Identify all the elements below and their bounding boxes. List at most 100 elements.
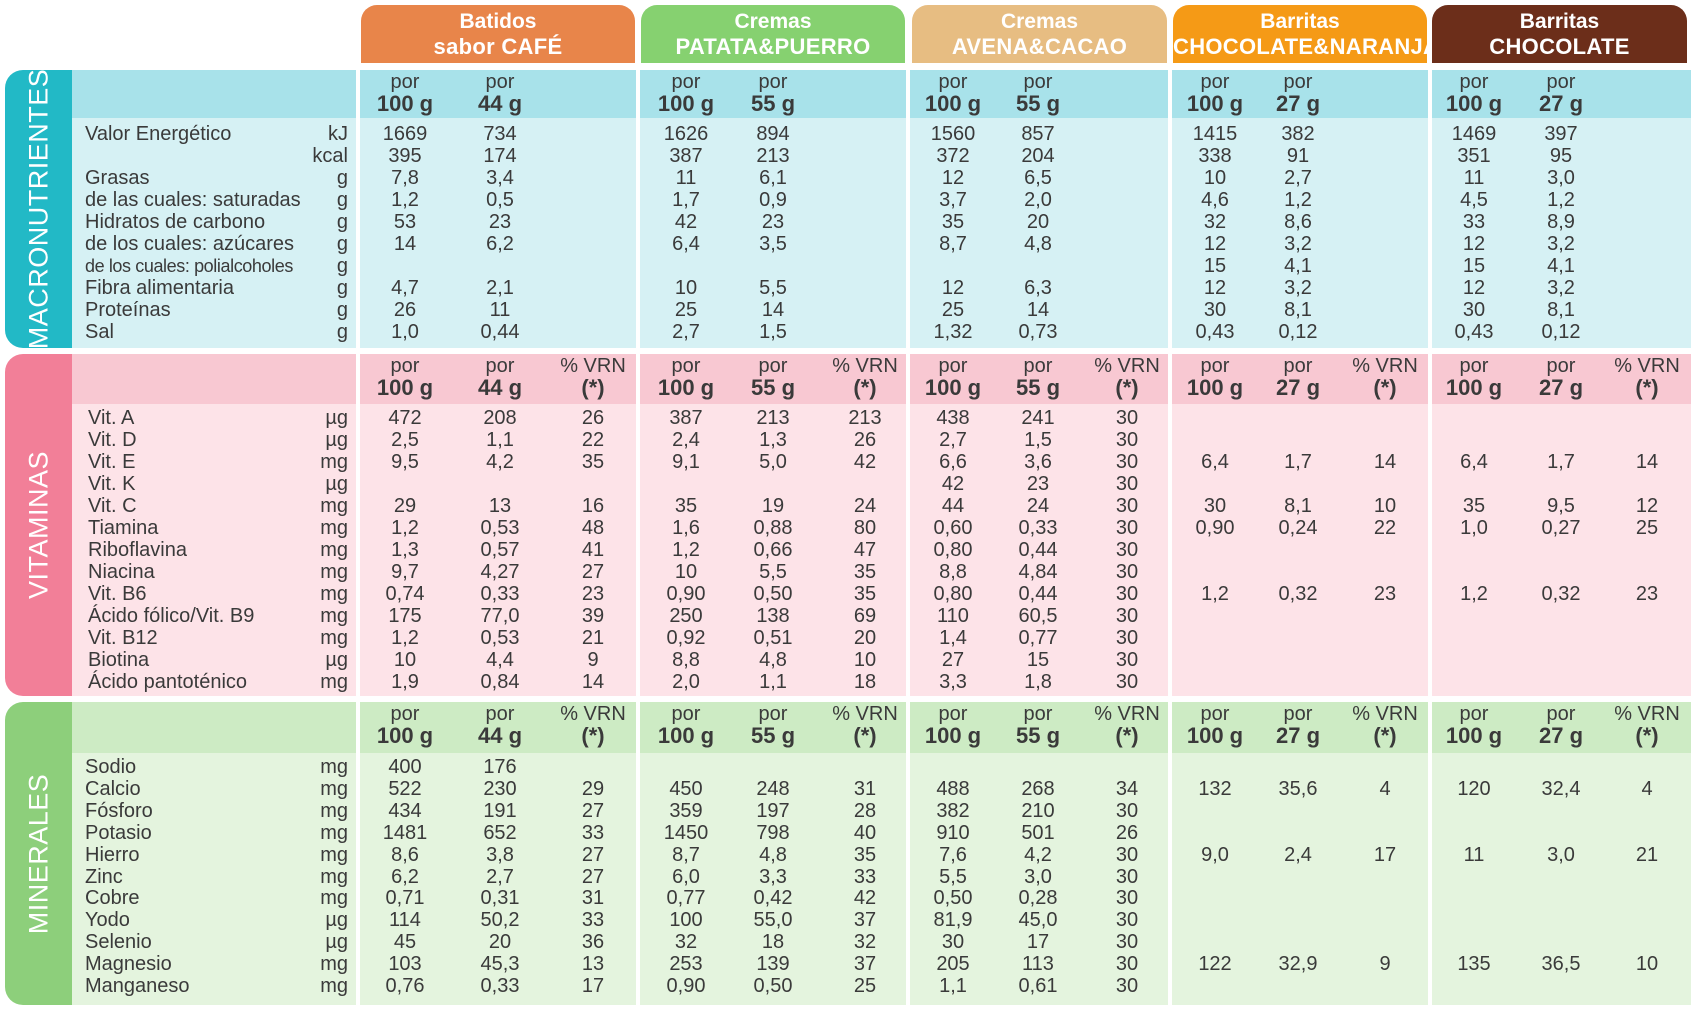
nutrient-value: 0,33 bbox=[1018, 517, 1058, 539]
col-head-vrn: % VRN (*) bbox=[1602, 356, 1691, 400]
nutrient-value: 30 bbox=[1115, 799, 1139, 822]
nutrient-value: 338 bbox=[1198, 145, 1232, 167]
col-head-portion-size: 44 g bbox=[477, 375, 523, 400]
col-head-por: por bbox=[1200, 703, 1230, 725]
nutrient-value: 1,7 bbox=[1547, 451, 1575, 473]
nutrient-value: 11 bbox=[1463, 843, 1485, 866]
col-head-por: por bbox=[758, 703, 788, 725]
nutrient-value: 0,53 bbox=[480, 627, 520, 649]
nutrient-value: 30 bbox=[1115, 909, 1139, 932]
nutrient-value: 12 bbox=[1462, 233, 1486, 255]
nutrient-value: 36 bbox=[581, 931, 605, 954]
col-head-100g: 100 g bbox=[924, 723, 982, 748]
product-flavor: sabor CAFÉ bbox=[433, 34, 563, 59]
nutrient-value: 1,9 bbox=[391, 671, 419, 693]
nutrient-value: 30 bbox=[1115, 473, 1139, 495]
nutrient-value: 6,5 bbox=[1024, 167, 1052, 189]
nutrient-value: 250 bbox=[669, 605, 703, 627]
column-group-divider bbox=[1168, 68, 1172, 1008]
nutrient-value: 4,5 bbox=[1460, 189, 1488, 211]
nutrient-value: 5,0 bbox=[759, 451, 787, 473]
nutrient-value: 0,84 bbox=[480, 671, 520, 693]
col-head-portion-size: 55 g bbox=[1015, 91, 1061, 116]
nutrient-unit: mg bbox=[320, 865, 348, 888]
col-head-por: por bbox=[485, 71, 515, 93]
nutrient-value: 268 bbox=[1021, 777, 1055, 800]
col-head-vrn-note: (*) bbox=[1115, 375, 1139, 400]
col-head-vrn: % VRN (*) bbox=[1340, 704, 1430, 747]
min-section-label: MINERALES bbox=[5, 702, 72, 1005]
col-head-per100: por 100 g bbox=[908, 72, 998, 115]
col-head-portion: por 55 g bbox=[993, 356, 1083, 399]
product-flavor: PATATA&PUERRO bbox=[675, 34, 871, 59]
nutrient-value: 11 bbox=[489, 299, 511, 321]
nutrient-value: 387 bbox=[669, 145, 703, 167]
col-head-per100: por 100 g bbox=[908, 356, 998, 399]
nutrient-value: 30 bbox=[1115, 407, 1139, 429]
nutrient-value: 3,6 bbox=[1024, 451, 1052, 473]
col-head-vrn: % VRN (*) bbox=[1082, 704, 1172, 747]
col-head-por: por bbox=[1200, 71, 1230, 93]
nutrient-value: 175 bbox=[388, 605, 422, 627]
nutrient-value: 12 bbox=[1203, 233, 1227, 255]
nutrient-value: 0,90 bbox=[1195, 517, 1235, 539]
col-head-vrn-note: (*) bbox=[1373, 375, 1397, 400]
nutrient-value: 4,2 bbox=[1024, 843, 1052, 866]
nutrient-value: 434 bbox=[388, 799, 422, 822]
nutrient-unit: mg bbox=[320, 799, 348, 822]
nutrient-value: 135 bbox=[1457, 953, 1491, 976]
col-head-vrn-note: (*) bbox=[1635, 375, 1659, 400]
nutrient-value: 230 bbox=[483, 777, 517, 800]
nutrient-value: 30 bbox=[1115, 605, 1139, 627]
nutrient-unit: mg bbox=[320, 561, 348, 583]
col-head-vrn-label: % VRN bbox=[1352, 355, 1418, 377]
nutrient-value: 248 bbox=[756, 777, 790, 800]
nutrient-value: 10 bbox=[1635, 953, 1659, 976]
nutrient-value: 30 bbox=[1115, 539, 1139, 561]
col-head-vrn: % VRN (*) bbox=[548, 704, 638, 747]
nutrient-value: 10 bbox=[1203, 167, 1227, 189]
col-head-por: por bbox=[390, 355, 420, 377]
nutrient-value: 17 bbox=[581, 975, 605, 997]
nutrient-value: 0,74 bbox=[385, 583, 425, 605]
nutrient-value: 2,0 bbox=[1024, 189, 1052, 211]
col-head-portion: por 44 g bbox=[455, 704, 545, 747]
nutrient-value: 210 bbox=[1021, 799, 1055, 822]
nutrient-value: 138 bbox=[756, 605, 790, 627]
nutrient-value: 27 bbox=[581, 799, 605, 822]
nutrient-value: 0,90 bbox=[666, 583, 706, 605]
nutrient-value: 113 bbox=[1022, 953, 1054, 976]
nutrient-value: 25 bbox=[674, 299, 698, 321]
col-head-vrn-note: (*) bbox=[853, 723, 877, 748]
nutrient-value: 6,4 bbox=[672, 233, 700, 255]
col-head-vrn-note: (*) bbox=[853, 375, 877, 400]
nutrient-value: 10 bbox=[674, 277, 698, 299]
nutrient-value: 6,2 bbox=[486, 233, 514, 255]
nutrient-value: 241 bbox=[1021, 407, 1055, 429]
nutrient-value: 1,32 bbox=[933, 321, 973, 343]
nutrient-value: 4 bbox=[1379, 777, 1391, 800]
nutrient-value: 1,2 bbox=[1284, 189, 1312, 211]
col-head-por: por bbox=[1283, 71, 1313, 93]
nutrient-value: 0,57 bbox=[480, 539, 520, 561]
nutrient-value: 1,5 bbox=[1024, 429, 1052, 451]
nutrient-value: 23 bbox=[1635, 583, 1659, 605]
nutrient-unit: g bbox=[336, 255, 348, 277]
nutrient-value: 253 bbox=[669, 953, 703, 976]
nutrient-value: 4,8 bbox=[759, 843, 787, 866]
nutrient-value: 30 bbox=[1115, 975, 1139, 997]
nutrient-value: 0,53 bbox=[480, 517, 520, 539]
nutrient-value: 36,5 bbox=[1541, 953, 1581, 976]
nutrient-value: 734 bbox=[483, 123, 517, 145]
nutrient-value: 3,2 bbox=[1547, 277, 1575, 299]
nutrient-value: 31 bbox=[853, 777, 877, 800]
col-head-portion-size: 27 g bbox=[1538, 723, 1584, 748]
vit-header-band bbox=[72, 354, 1691, 404]
nutrient-value: 30 bbox=[1115, 495, 1139, 517]
col-head-portion: por 27 g bbox=[1253, 704, 1343, 747]
col-head-por: por bbox=[758, 71, 788, 93]
nutrient-value: 397 bbox=[1544, 123, 1578, 145]
product-category: Barritas bbox=[1519, 10, 1600, 33]
nutrient-value: 30 bbox=[1115, 627, 1139, 649]
nutrient-unit: µg bbox=[325, 473, 348, 495]
